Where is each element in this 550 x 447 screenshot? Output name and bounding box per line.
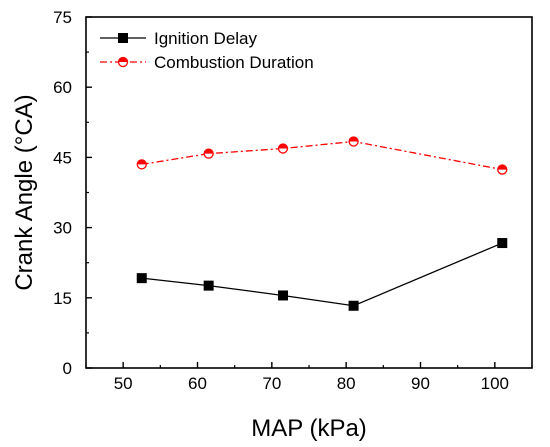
data-point-combustion-duration-3 — [277, 143, 289, 154]
y-tick-label-60: 60 — [53, 78, 72, 97]
x-tick-label-80: 80 — [337, 374, 356, 393]
series-line-combustion-duration — [141, 140, 503, 171]
data-point-ignition-delay-1 — [136, 273, 147, 284]
x-tick-label-50: 50 — [114, 374, 133, 393]
legend-marker-ignition-delay — [118, 33, 128, 43]
legend-label-combustion-duration: Combustion Duration — [154, 53, 314, 72]
legend-symbol-combustion-duration — [117, 56, 129, 68]
data-point-ignition-delay-2 — [203, 280, 214, 291]
legend-label-ignition-delay: Ignition Delay — [154, 29, 258, 48]
x-tick-label-90: 90 — [411, 374, 430, 393]
x-tick-label-100: 100 — [481, 374, 509, 393]
legend-entry-ignition-delay: Ignition Delay — [100, 29, 258, 48]
y-tick-label-15: 15 — [53, 289, 72, 308]
data-point-ignition-delay-3 — [277, 290, 288, 301]
y-tick-label-0: 0 — [63, 359, 72, 378]
series-line-ignition-delay — [141, 242, 503, 307]
series-layer — [136, 136, 508, 311]
data-point-combustion-duration-4 — [348, 136, 359, 147]
series-ignition-delay — [136, 238, 508, 311]
data-point-combustion-duration-2 — [203, 148, 214, 159]
y-axis-title: Crank Angle (°CA) — [11, 94, 38, 290]
y-tick-label-75: 75 — [53, 8, 72, 27]
legend-entry-combustion-duration: Combustion Duration — [100, 53, 314, 72]
y-tick-label-30: 30 — [53, 219, 72, 238]
data-point-ignition-delay-4 — [348, 300, 359, 311]
x-axis-title: MAP (kPa) — [251, 415, 367, 442]
data-point-combustion-duration-1 — [136, 159, 147, 170]
legend-symbol-ignition-delay — [118, 33, 128, 43]
series-combustion-duration — [136, 136, 508, 175]
y-tick-label-45: 45 — [53, 148, 72, 167]
data-point-ignition-delay-5 — [497, 238, 508, 249]
legend-marker-combustion-duration — [117, 56, 129, 68]
ticks-layer: 50 60 70 80 90 100 0 15 30 45 60 75 — [53, 8, 533, 393]
legend: Ignition Delay Combustion Duration — [100, 29, 314, 72]
x-tick-label-60: 60 — [188, 374, 207, 393]
x-tick-label-70: 70 — [262, 374, 281, 393]
data-point-combustion-duration-5 — [497, 164, 508, 175]
